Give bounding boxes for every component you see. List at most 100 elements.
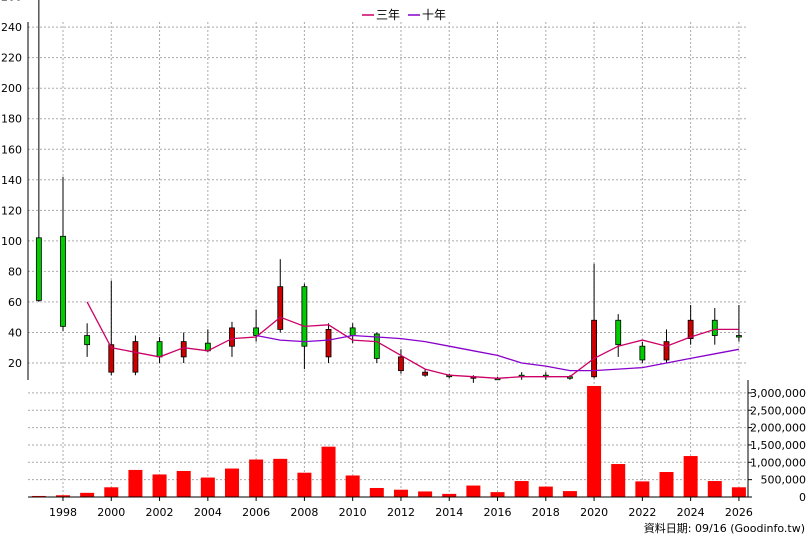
x-axis-tick-label: 2002 [146, 506, 174, 519]
candle-body [349, 327, 356, 336]
candle-body [156, 341, 163, 358]
candle-body [84, 335, 91, 346]
volume-bar [273, 458, 288, 497]
volume-bar [104, 487, 119, 497]
volume-bar [31, 495, 46, 497]
candle-body [301, 286, 308, 347]
candle-body [736, 335, 742, 338]
price-axis-tick-label: 160 [1, 143, 22, 156]
volume-axis-tick-label: 2,000,000 [750, 422, 806, 435]
ma-three-year-line [86, 301, 739, 379]
volume-bar [683, 456, 698, 497]
x-axis-tick-label: 1998 [49, 506, 77, 519]
price-axis-tick-label: 20 [8, 357, 22, 370]
price-axis-tick-label: 260 [1, 0, 22, 4]
candle-body [591, 319, 597, 378]
volume-bar [200, 477, 215, 497]
x-axis-tick-label: 2024 [677, 506, 705, 519]
volume-bar [562, 491, 577, 497]
volume-bar [587, 385, 602, 497]
volume-bar [611, 464, 626, 497]
price-axis-tick-label: 80 [8, 265, 22, 278]
candle-body [687, 319, 694, 339]
price-axis-tick-label: 120 [1, 204, 22, 217]
moving-average-lines [86, 301, 740, 379]
volume-bar [707, 481, 722, 497]
legend-ma3-label: 三年 [376, 8, 400, 22]
price-axis-tick-label: 60 [8, 296, 22, 309]
x-axis-tick-label: 2006 [242, 506, 270, 519]
candle-body [639, 345, 646, 361]
volume-bar [635, 481, 650, 497]
candle-body [325, 329, 332, 358]
volume-bar [80, 492, 95, 497]
volume-bar [514, 481, 529, 497]
x-axis-tick-label: 2008 [290, 506, 318, 519]
candle-body [229, 327, 235, 347]
volume-axis-tick-label: 2,500,000 [750, 404, 806, 417]
volume-bar [418, 491, 433, 497]
candle-body [711, 319, 718, 336]
legend-ma10-label: 十年 [422, 8, 446, 22]
price-axis-tick-label: 180 [1, 113, 22, 126]
volume-bar [490, 492, 505, 497]
volume-bar [369, 487, 384, 497]
volume-bar [176, 470, 191, 497]
volume-axis-tick-label: 1,000,000 [750, 456, 806, 469]
data-source-credit: 資料日期: 09/16 (Goodinfo.tw) [644, 521, 805, 535]
candle-body [180, 341, 187, 358]
x-axis-tick-label: 2020 [580, 506, 608, 519]
volume-axis-tick-label: 500,000 [761, 474, 807, 487]
volume-bar [393, 489, 408, 497]
axes: 20 40 60 80 100 120 140 160 180 200 220 240 260 0 500,… [1, 0, 806, 519]
candle-body [373, 333, 380, 359]
x-axis-tick-label: 2012 [387, 506, 415, 519]
price-axis-tick-label: 200 [1, 82, 22, 95]
volume-bar [321, 446, 336, 497]
volume-bar [466, 485, 481, 497]
x-axis-tick-label: 2018 [532, 506, 560, 519]
x-axis-tick-label: 2004 [194, 506, 222, 519]
volume-bar [224, 468, 239, 497]
volume-bar [538, 486, 553, 497]
x-axis-tick-label: 2022 [628, 506, 656, 519]
x-axis-tick-label: 2016 [484, 506, 512, 519]
candlesticks [35, 0, 742, 383]
price-axis-tick-label: 40 [8, 326, 22, 339]
volume-bar [56, 495, 70, 497]
volume-bar [659, 472, 674, 497]
x-axis-tick-label: 2010 [339, 506, 367, 519]
volume-bar [128, 469, 143, 497]
volume-axis-tick-label: 1,500,000 [750, 439, 806, 452]
volume-bar [297, 472, 312, 497]
price-axis-tick-label: 140 [1, 174, 22, 187]
candle-body [615, 319, 622, 346]
price-axis-tick-label: 240 [1, 21, 22, 34]
plot-area [28, 22, 748, 497]
candle-body [398, 356, 404, 372]
x-axis-tick-label: 2014 [435, 506, 463, 519]
volume-bar [731, 487, 746, 497]
legend: 三年 十年 [362, 8, 446, 22]
candle-body [60, 235, 66, 327]
candle-body [108, 344, 115, 373]
volume-bar [345, 475, 360, 497]
x-axis-tick-label: 2026 [725, 506, 753, 519]
ma-ten-year-line [255, 334, 740, 372]
candle-body [277, 286, 284, 330]
price-axis-tick-label: 100 [1, 235, 22, 248]
volume-axis-tick-label: 3,000,000 [750, 387, 806, 400]
price-axis-tick-label: 220 [1, 52, 22, 65]
volume-axis-tick-label: 0 [799, 491, 806, 504]
volume-bar [249, 459, 264, 497]
volume-bar [152, 474, 167, 497]
candle-body [422, 371, 429, 376]
x-axis-tick-label: 2000 [97, 506, 125, 519]
candle-body [35, 237, 42, 301]
candle-body [663, 341, 670, 361]
candle-body [253, 327, 260, 336]
volume-bars [31, 385, 746, 497]
volume-bar [442, 493, 457, 497]
